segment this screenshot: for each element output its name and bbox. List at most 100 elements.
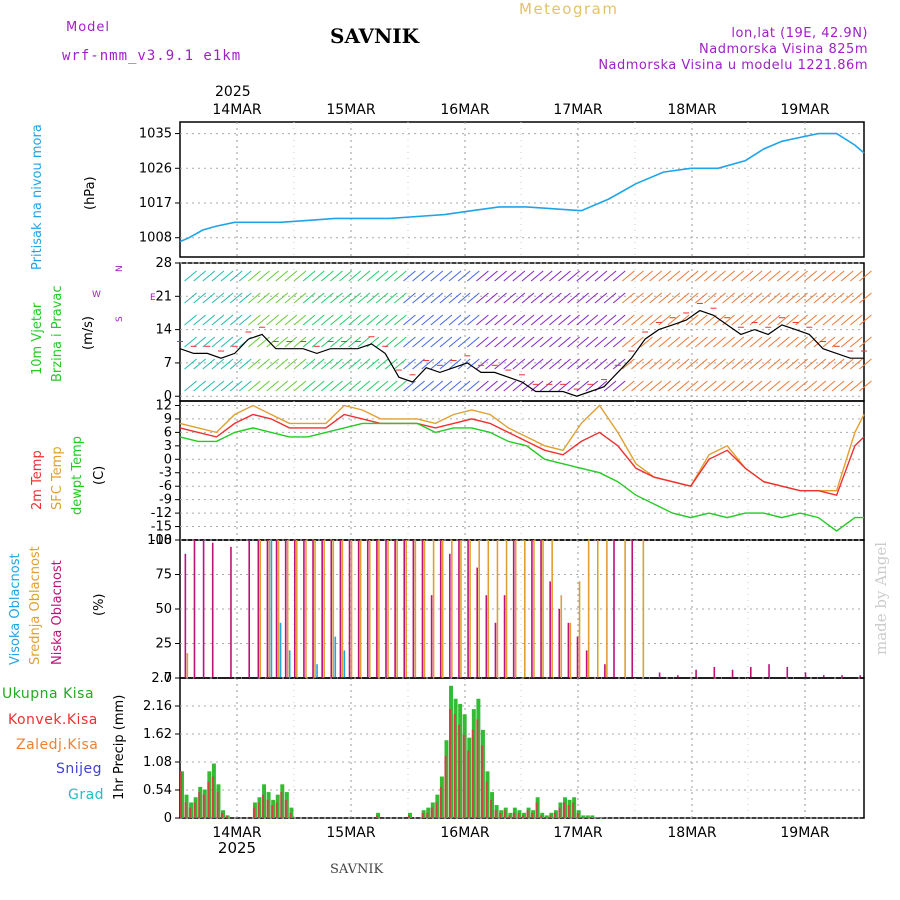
temp-ytick-label: -18 — [151, 533, 172, 548]
cloud-ytick-label: 50 — [155, 602, 172, 617]
wind-barb — [758, 336, 772, 348]
wind-barb — [713, 270, 726, 282]
wind-barb — [193, 358, 207, 370]
wind-barb — [786, 358, 799, 370]
wind-barb — [412, 270, 425, 282]
wind-barb — [220, 292, 234, 304]
wind-barb — [740, 292, 754, 304]
wind-barb — [248, 380, 261, 392]
wind-barb — [421, 358, 435, 370]
cloud-low-bar — [202, 540, 205, 678]
wind-barb — [494, 380, 507, 392]
precip-conv-bar — [426, 812, 429, 818]
pressure-ytick-label: 1035 — [139, 127, 172, 142]
wind-barb — [676, 358, 690, 370]
wind-barb — [302, 292, 316, 304]
wind-barb — [403, 292, 416, 304]
wind-barb — [685, 314, 699, 326]
wind-barb — [375, 270, 389, 282]
wind-barb — [220, 336, 234, 348]
wind-barb — [448, 292, 462, 304]
precip-total-bar — [599, 816, 604, 818]
precip-total-bar — [189, 802, 194, 818]
wind-barb — [576, 270, 590, 282]
wind-barb — [777, 292, 790, 304]
wind-barb — [704, 358, 717, 370]
wind-barb — [859, 336, 872, 348]
wind-barb — [184, 336, 197, 348]
wind-barb — [859, 358, 872, 370]
precip-ytick-label: 2.7 — [151, 671, 172, 686]
wind-barb — [621, 270, 635, 282]
wind-barb — [193, 314, 207, 326]
precip-total-bar — [184, 794, 189, 818]
cloud-low-bar — [494, 622, 497, 678]
wind-barb — [266, 336, 279, 348]
footer-station: SAVNIK — [330, 862, 384, 877]
wind-barb — [567, 336, 580, 348]
cloud-mid-bar — [332, 540, 335, 678]
wind-barb — [366, 292, 380, 304]
wind-barb — [393, 380, 407, 392]
wind-barb — [749, 292, 763, 304]
wind-barb — [238, 292, 252, 304]
wind-barb — [393, 336, 407, 348]
wind-barb — [457, 314, 471, 326]
wind-barb — [339, 314, 352, 326]
wind-barb — [767, 292, 781, 304]
model-label: Model — [66, 20, 111, 35]
wind-barb — [321, 358, 334, 370]
cloud-mid-bar — [514, 540, 517, 678]
precip-conv-bar — [376, 815, 379, 818]
wind-barb — [339, 358, 352, 370]
wind-barb — [603, 292, 617, 304]
wind-barb — [731, 292, 745, 304]
wind-barb — [640, 358, 653, 370]
wind-barb — [786, 314, 799, 326]
wind-barb — [275, 336, 289, 348]
wind-barb — [594, 270, 608, 282]
wind-barb — [631, 270, 644, 282]
wind-barb — [284, 358, 298, 370]
wind-barb — [813, 314, 827, 326]
cloud-mid-bar — [624, 540, 626, 678]
wind-barb — [302, 358, 316, 370]
wind-barb — [585, 270, 599, 282]
wind-barb — [266, 314, 279, 326]
wind-barb — [694, 358, 708, 370]
wind-barb — [403, 380, 416, 392]
wind-barb — [211, 336, 225, 348]
wind-barb — [476, 336, 489, 348]
cloud-low-bar — [750, 666, 752, 678]
wind-barb — [795, 358, 808, 370]
wind-barb — [530, 270, 544, 282]
wind-barb — [284, 314, 298, 326]
cloud-ytick-label: 25 — [155, 637, 172, 652]
cloud-low-bar — [403, 540, 406, 678]
cloud-high-bar — [334, 636, 337, 678]
wind-barb — [567, 358, 580, 370]
wind-barb — [713, 380, 726, 392]
wind-barb — [576, 292, 590, 304]
wind-barb — [430, 336, 444, 348]
precip-conv-bar — [289, 812, 292, 818]
wind-barb — [849, 336, 863, 348]
wind-barb — [831, 336, 845, 348]
legend-total: Ukupna Kisa — [2, 686, 95, 702]
wind-barb — [849, 314, 863, 326]
wind-barb — [676, 336, 690, 348]
wind-barb — [612, 270, 626, 282]
cloud-mid-bar — [314, 540, 316, 678]
wind-barb — [403, 336, 416, 348]
wind-barb — [576, 358, 590, 370]
wind-barb — [457, 336, 471, 348]
precip-conv-bar — [540, 815, 543, 818]
wind-barb — [567, 292, 580, 304]
cloud-low-bar — [713, 666, 716, 678]
wind-barb — [311, 358, 325, 370]
cloud-mid-bar — [350, 540, 353, 678]
wind-barb — [594, 336, 608, 348]
day-label-top: 14MAR — [212, 102, 261, 118]
cloud-ytick-label: 0 — [164, 671, 172, 686]
wind-barb — [375, 292, 389, 304]
